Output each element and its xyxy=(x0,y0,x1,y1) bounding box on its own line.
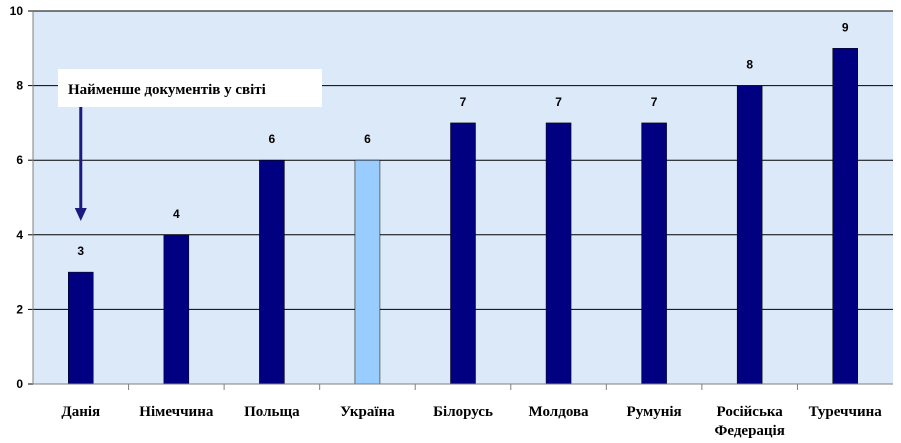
data-label: 7 xyxy=(651,95,658,109)
y-tick-label: 0 xyxy=(16,377,23,391)
data-label: 6 xyxy=(269,132,276,146)
bar xyxy=(736,85,763,385)
x-category-label: Туреччина xyxy=(809,404,883,420)
y-tick-label: 6 xyxy=(16,153,23,167)
bar xyxy=(641,122,667,385)
data-label: 6 xyxy=(364,132,371,146)
bar xyxy=(354,159,381,385)
annotation-box xyxy=(58,69,322,107)
y-tick-label: 4 xyxy=(16,228,23,242)
bar xyxy=(68,271,94,385)
x-category-label: Польща xyxy=(244,404,300,420)
annotation-arrow-head xyxy=(74,208,87,221)
x-category-label: Федерація xyxy=(714,423,784,439)
x-axis-categories: Данія Німеччина Польща Україна Білорусь Молдо… xyxy=(61,404,882,439)
data-label: 8 xyxy=(746,58,753,72)
bars xyxy=(68,48,858,385)
y-axis-ticks: 0 2 4 6 8 10 xyxy=(10,4,33,391)
x-category-label: Російська xyxy=(717,404,784,420)
y-tick-label: 2 xyxy=(16,302,23,316)
bar xyxy=(545,122,572,385)
axes xyxy=(32,11,893,390)
data-label: 7 xyxy=(555,95,562,109)
x-category-label: Німеччина xyxy=(139,404,214,420)
bar xyxy=(450,122,476,385)
x-category-label: Україна xyxy=(340,404,395,420)
bar xyxy=(163,234,190,385)
data-label: 4 xyxy=(173,207,180,221)
x-category-label: Молдова xyxy=(529,404,589,420)
data-label: 7 xyxy=(460,95,467,109)
annotation-arrow xyxy=(74,107,87,221)
y-tick-label: 10 xyxy=(10,4,24,18)
x-category-label: Білорусь xyxy=(433,404,493,420)
y-tick-label: 8 xyxy=(16,79,23,93)
x-category-label: Данія xyxy=(61,404,100,420)
data-label: 9 xyxy=(842,20,849,34)
annotation-text: Найменше документів у світі xyxy=(68,82,266,98)
data-labels: 3 4 6 6 7 7 7 8 9 xyxy=(77,20,848,258)
x-category-label: Румунія xyxy=(627,404,682,420)
bar xyxy=(259,159,285,385)
bar xyxy=(832,48,858,385)
data-label: 3 xyxy=(77,244,84,258)
